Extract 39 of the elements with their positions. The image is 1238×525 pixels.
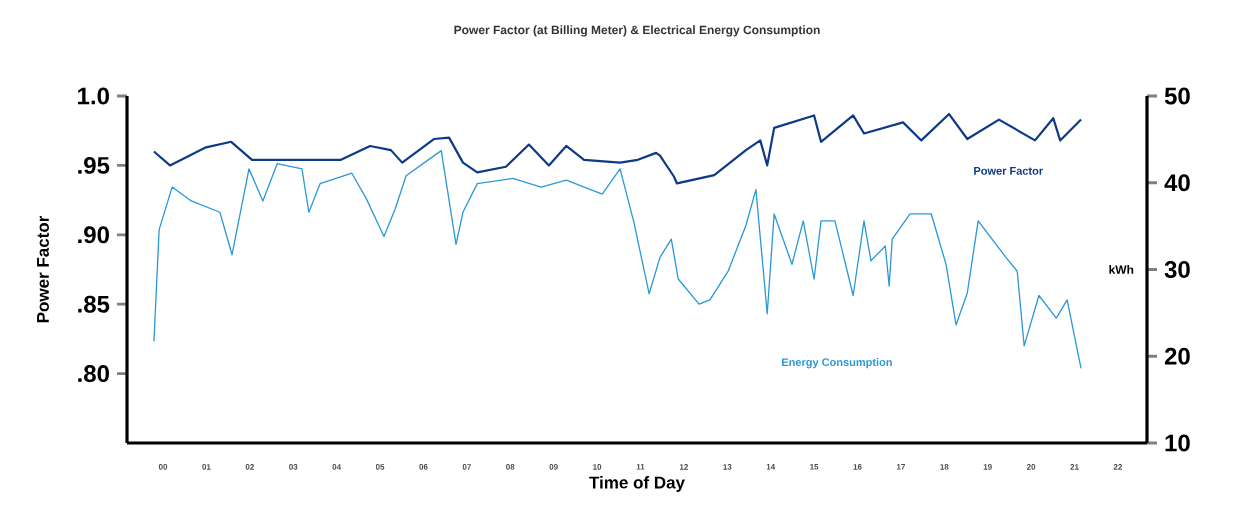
x-axis-title: Time of Day bbox=[589, 476, 685, 492]
y-axis-title: Power Factor bbox=[37, 215, 49, 323]
x-tick-label: 17 bbox=[896, 464, 905, 470]
y2-tick-label: 40 bbox=[1164, 174, 1190, 192]
y-tick-label: .85 bbox=[78, 295, 110, 313]
y-tick-label: .80 bbox=[78, 365, 109, 383]
y2-tick-label: 30 bbox=[1164, 260, 1190, 279]
x-tick-label: 06 bbox=[419, 464, 428, 470]
x-tick-label: 07 bbox=[462, 464, 471, 470]
x-tick-label: 16 bbox=[853, 464, 862, 470]
chart-title: Power Factor (at Billing Meter) & Electrical Energy Consumption bbox=[454, 25, 820, 37]
text: Energy Consumption bbox=[782, 358, 892, 369]
y-tick-label: 1.0 bbox=[78, 87, 109, 105]
x-tick-label: 08 bbox=[506, 464, 515, 470]
x-tick-label: 20 bbox=[1026, 464, 1036, 470]
x-tick-label: 01 bbox=[202, 464, 211, 470]
x-tick-label: 18 bbox=[940, 464, 949, 470]
text: Power Factor bbox=[974, 167, 1043, 175]
x-tick-label: 22 bbox=[1113, 464, 1123, 470]
y2-tick-label: 20 bbox=[1164, 347, 1190, 365]
x-tick-label: 15 bbox=[810, 464, 819, 470]
x-tick-label: 02 bbox=[245, 464, 254, 470]
x-tick-label: 14 bbox=[766, 464, 776, 470]
x-tick-label: 09 bbox=[549, 464, 558, 470]
x-tick-label: 12 bbox=[679, 464, 689, 470]
y-tick-label: .95 bbox=[78, 156, 110, 174]
y2-axis-title: kWh bbox=[1109, 265, 1134, 274]
x-tick-label: 03 bbox=[289, 464, 298, 470]
y2-tick-label: 10 bbox=[1165, 434, 1190, 452]
x-tick-label: 21 bbox=[1070, 464, 1079, 470]
x-tick-label: 04 bbox=[332, 464, 342, 470]
y2-tick-label: 50 bbox=[1164, 87, 1190, 105]
x-tick-label: 10 bbox=[593, 464, 602, 470]
x-tick-label: 13 bbox=[723, 464, 732, 470]
x-tick-label: 05 bbox=[375, 464, 385, 470]
x-tick-label: 19 bbox=[983, 464, 992, 470]
y-tick-label: .90 bbox=[78, 226, 109, 244]
x-tick-label: 11 bbox=[636, 464, 645, 470]
x-tick-label: 00 bbox=[158, 464, 168, 470]
